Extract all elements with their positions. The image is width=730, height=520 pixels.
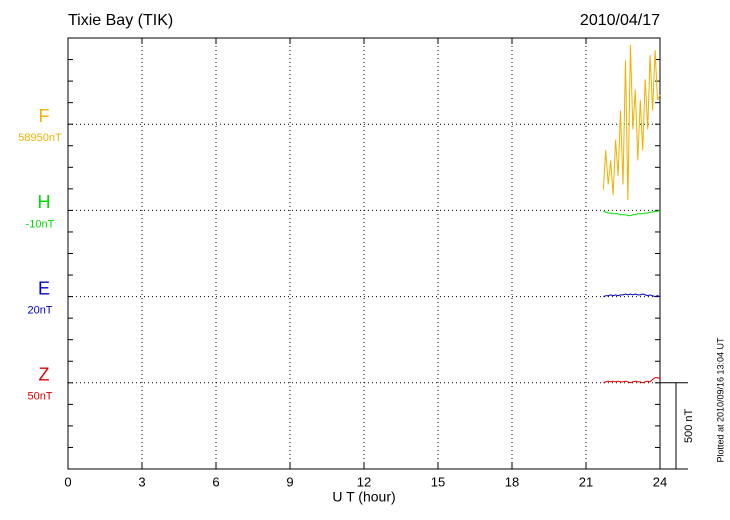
series-name: F bbox=[39, 106, 50, 126]
x-tick-label: 12 bbox=[357, 474, 371, 489]
x-tick-label: 15 bbox=[431, 474, 445, 489]
series-line bbox=[603, 209, 661, 217]
x-tick-label: 18 bbox=[505, 474, 519, 489]
series-name: E bbox=[38, 278, 50, 298]
series-base-label: -10nT bbox=[26, 218, 55, 230]
chart-title: Tixie Bay (TIK) bbox=[68, 12, 173, 29]
series-line bbox=[603, 377, 661, 384]
footnote: Plotted at 2010/09/16 13:04 UT bbox=[715, 337, 725, 463]
series-base-label: 58950nT bbox=[18, 132, 62, 144]
chart-date: 2010/04/17 bbox=[580, 12, 660, 29]
x-tick-label: 3 bbox=[138, 474, 145, 489]
x-tick-label: 6 bbox=[212, 474, 219, 489]
x-axis-label: U T (hour) bbox=[332, 489, 395, 505]
x-tick-label: 21 bbox=[579, 474, 593, 489]
series-base-label: 50nT bbox=[27, 391, 52, 403]
scale-bar-label: 500 nT bbox=[683, 408, 695, 443]
series-base-label: 20nT bbox=[27, 305, 52, 317]
series-line bbox=[603, 293, 661, 298]
x-tick-label: 0 bbox=[64, 474, 71, 489]
series-line bbox=[602, 44, 661, 201]
x-tick-label: 24 bbox=[653, 474, 667, 489]
x-tick-label: 9 bbox=[286, 474, 293, 489]
series-name: H bbox=[38, 192, 51, 212]
series-name: Z bbox=[39, 365, 50, 385]
